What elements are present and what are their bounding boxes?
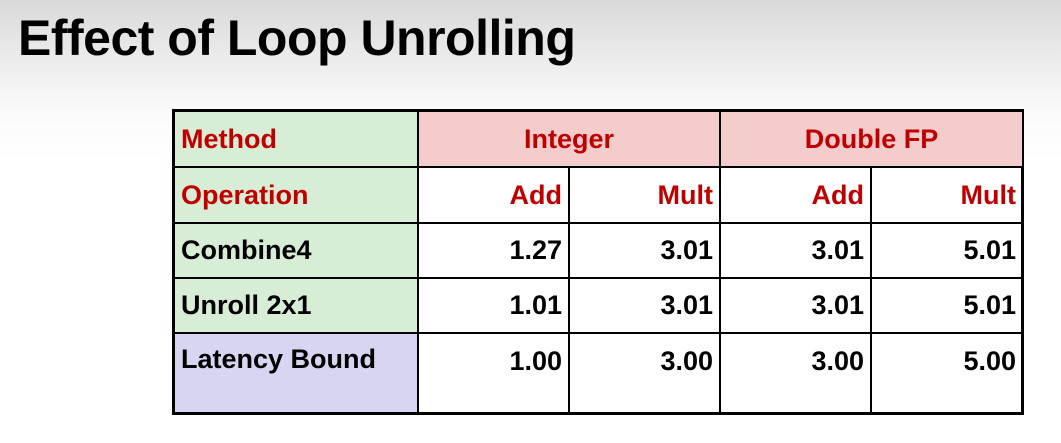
table-row: Latency Bound 1.00 3.00 3.00 5.00 — [175, 332, 1022, 412]
row-label: Combine4 — [175, 222, 419, 279]
operation-header-row: Operation Add Mult Add Mult — [175, 166, 1022, 224]
table-row: Combine4 1.27 3.01 3.01 5.01 — [175, 222, 1022, 279]
group-header-row: Method Integer Double FP — [175, 112, 1022, 168]
row-label: Unroll 2x1 — [175, 277, 419, 334]
table-cell: 1.27 — [417, 222, 570, 279]
table-cell: 3.01 — [719, 222, 872, 279]
table-cell: 3.01 — [719, 277, 872, 334]
fp-mult-header: Mult — [870, 166, 1022, 224]
table-row: Unroll 2x1 1.01 3.01 3.01 5.01 — [175, 277, 1022, 334]
table-cell: 5.01 — [870, 222, 1022, 279]
results-table: Method Integer Double FP Operation Add M… — [172, 109, 1024, 415]
table-cell: 3.00 — [568, 332, 721, 412]
cpe-table: Method Integer Double FP Operation Add M… — [175, 112, 1022, 412]
operation-header: Operation — [175, 166, 419, 224]
table-cell: 1.01 — [417, 277, 570, 334]
fp-add-header: Add — [719, 166, 872, 224]
method-header: Method — [175, 112, 419, 168]
table-cell: 3.01 — [568, 277, 721, 334]
integer-add-header: Add — [417, 166, 570, 224]
row-label: Latency Bound — [175, 332, 419, 412]
slide-title: Effect of Loop Unrolling — [18, 10, 576, 66]
double-fp-group-header: Double FP — [719, 112, 1022, 168]
table-cell: 1.00 — [417, 332, 570, 412]
table-cell: 5.00 — [870, 332, 1022, 412]
integer-mult-header: Mult — [568, 166, 721, 224]
table-cell: 3.00 — [719, 332, 872, 412]
table-cell: 5.01 — [870, 277, 1022, 334]
integer-group-header: Integer — [417, 112, 721, 168]
table-cell: 3.01 — [568, 222, 721, 279]
